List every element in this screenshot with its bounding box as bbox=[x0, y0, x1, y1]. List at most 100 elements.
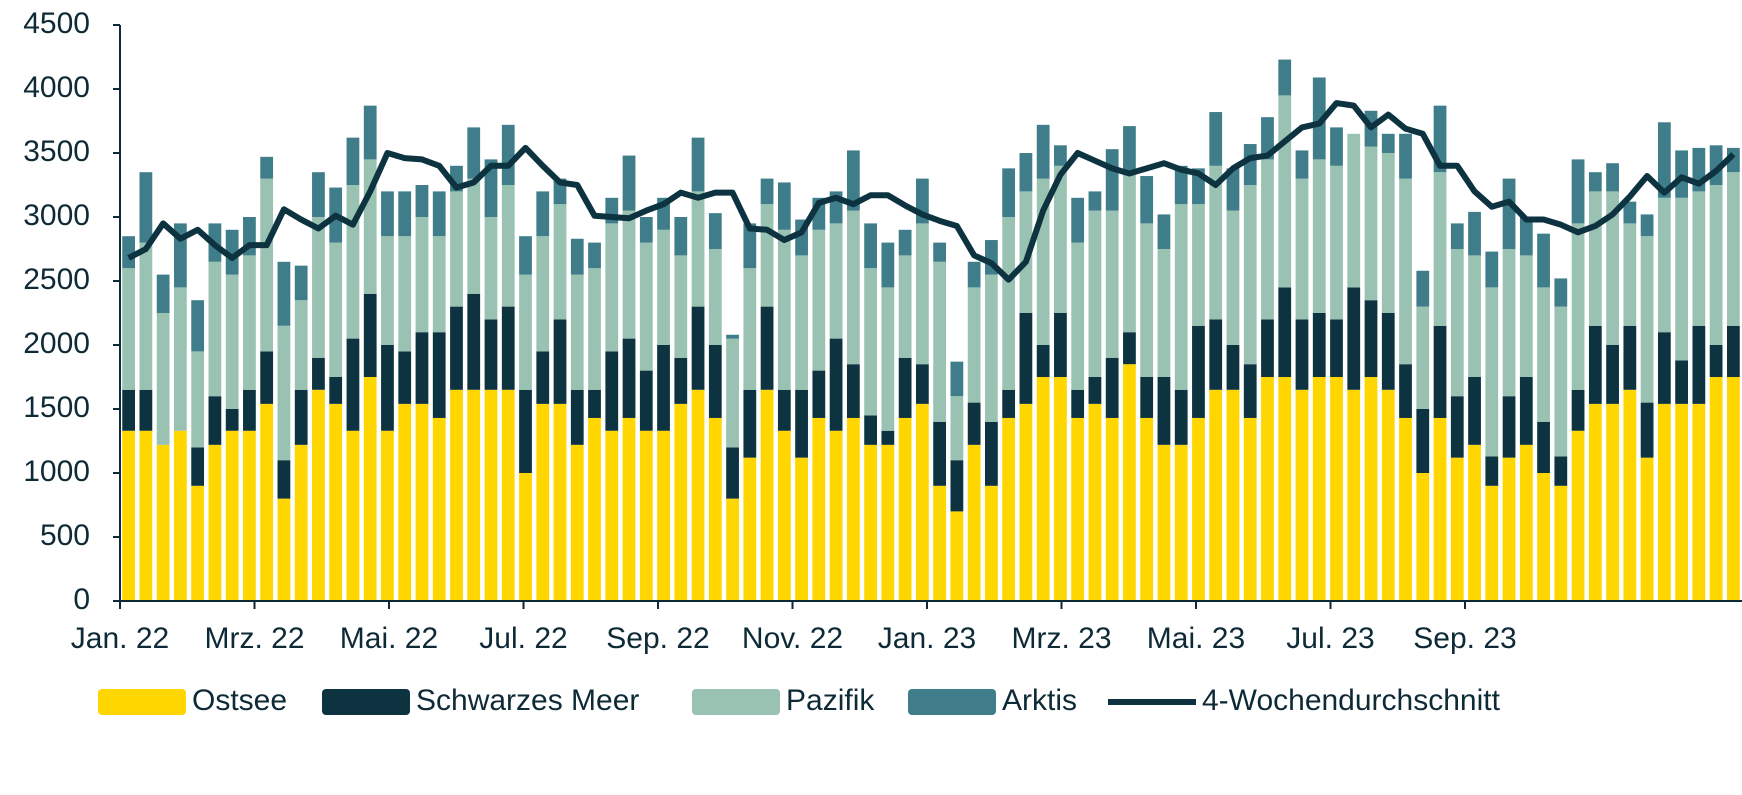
bar-segment bbox=[156, 444, 170, 601]
bar-segment bbox=[1502, 457, 1516, 601]
x-tick-label: Jan. 22 bbox=[71, 622, 169, 655]
bar-segment bbox=[1054, 145, 1067, 166]
bar-segment bbox=[208, 261, 222, 397]
bar-segment bbox=[605, 223, 619, 352]
bar-segment bbox=[1502, 396, 1516, 458]
y-tick-label: 2000 bbox=[23, 327, 90, 360]
bar-segment bbox=[1468, 255, 1481, 377]
bar-segment bbox=[777, 182, 791, 230]
bar-segment bbox=[1675, 403, 1688, 601]
bar-segment bbox=[450, 389, 463, 601]
bar-segment bbox=[1519, 217, 1533, 256]
bar-segment bbox=[1002, 389, 1016, 418]
bar-segment bbox=[846, 150, 860, 211]
bar-segment bbox=[1105, 210, 1119, 358]
bar-segment bbox=[1537, 287, 1550, 422]
average-line bbox=[127, 100, 1736, 283]
bar-segment bbox=[1243, 364, 1257, 418]
bar-segment bbox=[346, 185, 360, 339]
bar-segment bbox=[622, 155, 636, 211]
bar-segment bbox=[501, 124, 515, 185]
bar-segment bbox=[1399, 364, 1412, 418]
x-tick-label: Nov. 22 bbox=[742, 622, 843, 655]
bar-segment bbox=[1347, 133, 1361, 288]
bar-segment bbox=[1657, 197, 1671, 333]
bar-segment bbox=[829, 430, 843, 601]
y-tick-label: 2500 bbox=[23, 263, 90, 296]
bar-segment bbox=[674, 357, 688, 404]
bar-segment bbox=[1709, 185, 1723, 345]
bar-segment bbox=[1312, 377, 1326, 601]
bar-segment bbox=[1036, 345, 1050, 377]
bar-segment bbox=[294, 389, 308, 445]
y-tick-label: 500 bbox=[40, 519, 90, 552]
bar-segment bbox=[363, 293, 377, 377]
bar-segment bbox=[225, 274, 239, 409]
bar-segment bbox=[243, 430, 256, 601]
bar-segment bbox=[1485, 485, 1499, 601]
bar-segment bbox=[208, 396, 222, 445]
bar-segment bbox=[1726, 377, 1740, 601]
bar-segment bbox=[484, 389, 498, 601]
bar-segment bbox=[312, 357, 325, 390]
bar-segment bbox=[726, 338, 739, 448]
bar-segment bbox=[467, 178, 481, 294]
bar-segment bbox=[467, 293, 481, 390]
bar-segment bbox=[277, 498, 291, 601]
bar-segment bbox=[243, 255, 256, 390]
bar-segment bbox=[1364, 300, 1378, 377]
bar-segment bbox=[1243, 417, 1257, 601]
bar-segment bbox=[950, 511, 964, 601]
bar-segment bbox=[622, 417, 636, 601]
bar-segment bbox=[967, 402, 981, 445]
bar-segment bbox=[1433, 172, 1447, 326]
bar-segment bbox=[846, 210, 860, 365]
bar-segment bbox=[1554, 485, 1568, 601]
bar-segment bbox=[363, 377, 377, 601]
bar-segment bbox=[1588, 403, 1602, 601]
bar-segment bbox=[1261, 159, 1274, 320]
bar-segment bbox=[277, 460, 291, 499]
bar-segment bbox=[1588, 172, 1602, 192]
bar-segment bbox=[1657, 403, 1671, 601]
bar-segment bbox=[777, 229, 791, 390]
bar-segment bbox=[1036, 124, 1050, 179]
bar-segment bbox=[588, 268, 601, 390]
x-tick-label: Mai. 23 bbox=[1147, 622, 1245, 655]
bar-segment bbox=[1209, 165, 1223, 320]
bar-segment bbox=[1105, 357, 1119, 418]
bar-segment bbox=[1312, 77, 1326, 160]
bar-segment bbox=[1485, 251, 1499, 288]
bar-segment bbox=[398, 236, 412, 352]
bar-segment bbox=[174, 430, 187, 601]
bar-segment bbox=[294, 444, 308, 601]
bar-segment bbox=[1157, 377, 1171, 445]
bar-segment bbox=[122, 236, 136, 269]
bar-segment bbox=[743, 268, 757, 390]
bar-segment bbox=[1554, 306, 1568, 457]
bar-segment bbox=[1537, 473, 1550, 601]
bar-segment bbox=[1640, 214, 1654, 237]
bar-segment bbox=[1123, 126, 1136, 173]
legend-swatch bbox=[908, 689, 996, 715]
bar-segment bbox=[588, 417, 601, 601]
bar-segment bbox=[1002, 417, 1016, 601]
x-tick-label: Mai. 22 bbox=[340, 622, 438, 655]
legend-swatch bbox=[692, 689, 780, 715]
bar-segment bbox=[1071, 197, 1085, 243]
bar-segment bbox=[570, 238, 584, 275]
bar-segment bbox=[915, 364, 929, 404]
bar-segment bbox=[553, 319, 567, 404]
bar-segment bbox=[450, 191, 463, 307]
bar-segment bbox=[588, 242, 601, 269]
bar-segment bbox=[1588, 325, 1602, 404]
bar-segment bbox=[1657, 332, 1671, 404]
bar-segment bbox=[1054, 165, 1067, 313]
bar-segment bbox=[467, 389, 481, 601]
bar-segment bbox=[519, 236, 532, 275]
bar-segment bbox=[605, 430, 619, 601]
bar-segment bbox=[1606, 163, 1619, 192]
bar-segment bbox=[950, 396, 964, 461]
bar-segment bbox=[622, 210, 636, 339]
bar-segment bbox=[1416, 306, 1430, 409]
